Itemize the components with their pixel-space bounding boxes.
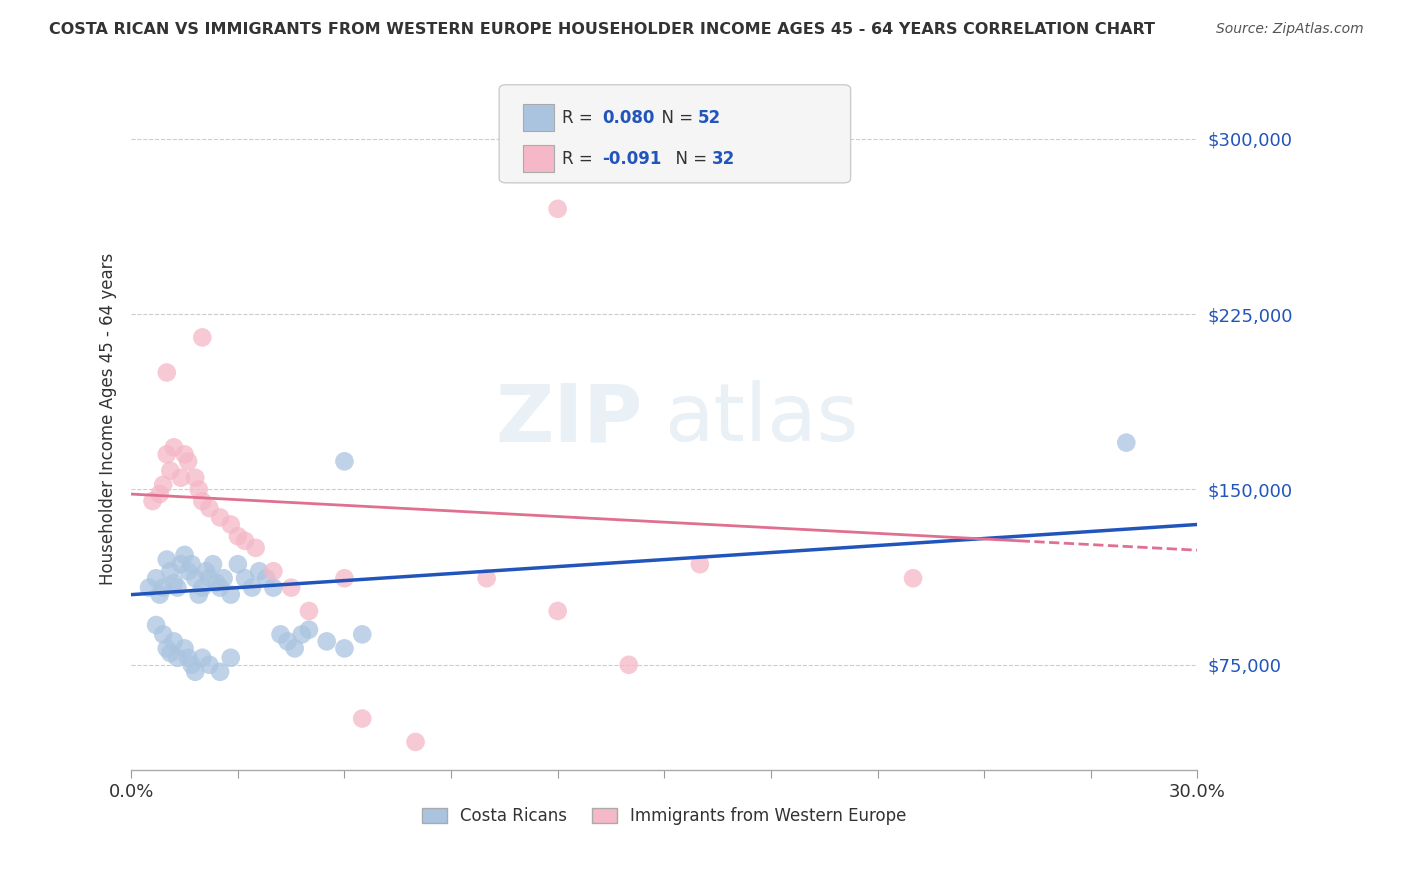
- Point: [901, 571, 924, 585]
- Point: [247, 564, 270, 578]
- Point: [173, 548, 195, 562]
- Point: [156, 447, 179, 461]
- Point: [170, 471, 193, 485]
- Point: [284, 641, 307, 656]
- Text: R =: R =: [562, 109, 599, 127]
- Point: [163, 440, 186, 454]
- Point: [209, 665, 232, 679]
- Point: [145, 571, 167, 585]
- Point: [166, 650, 188, 665]
- Point: [191, 494, 214, 508]
- Point: [689, 558, 711, 572]
- Point: [291, 627, 314, 641]
- Point: [187, 483, 209, 497]
- Point: [219, 588, 242, 602]
- Point: [184, 471, 207, 485]
- Text: ZIP: ZIP: [496, 380, 643, 458]
- Point: [219, 517, 242, 532]
- Point: [277, 634, 299, 648]
- Point: [149, 487, 172, 501]
- Point: [159, 464, 181, 478]
- Point: [209, 581, 232, 595]
- Point: [219, 650, 242, 665]
- Point: [254, 571, 277, 585]
- Point: [152, 581, 174, 595]
- Point: [138, 581, 160, 595]
- Point: [1115, 435, 1137, 450]
- Point: [173, 641, 195, 656]
- Point: [159, 646, 181, 660]
- Point: [226, 558, 249, 572]
- Point: [270, 627, 292, 641]
- Point: [333, 641, 356, 656]
- Y-axis label: Householder Income Ages 45 - 64 years: Householder Income Ages 45 - 64 years: [100, 253, 117, 585]
- Text: -0.091: -0.091: [602, 150, 661, 168]
- Text: 32: 32: [711, 150, 735, 168]
- Text: N =: N =: [651, 109, 699, 127]
- Point: [333, 454, 356, 468]
- Point: [201, 558, 224, 572]
- Text: N =: N =: [665, 150, 713, 168]
- Point: [177, 454, 200, 468]
- Point: [191, 330, 214, 344]
- Point: [173, 447, 195, 461]
- Point: [262, 564, 284, 578]
- Point: [352, 712, 374, 726]
- Point: [315, 634, 337, 648]
- Point: [156, 641, 179, 656]
- Point: [212, 571, 235, 585]
- Point: [194, 564, 217, 578]
- Point: [198, 657, 221, 672]
- Point: [156, 366, 179, 380]
- Point: [184, 571, 207, 585]
- Point: [152, 627, 174, 641]
- Text: 52: 52: [697, 109, 720, 127]
- Point: [233, 533, 256, 548]
- Point: [245, 541, 267, 555]
- Point: [170, 558, 193, 572]
- Point: [547, 604, 569, 618]
- Point: [177, 564, 200, 578]
- Legend: Costa Ricans, Immigrants from Western Europe: Costa Ricans, Immigrants from Western Eu…: [422, 806, 907, 825]
- Point: [152, 477, 174, 491]
- Point: [177, 650, 200, 665]
- Point: [280, 581, 302, 595]
- Text: COSTA RICAN VS IMMIGRANTS FROM WESTERN EUROPE HOUSEHOLDER INCOME AGES 45 - 64 YE: COSTA RICAN VS IMMIGRANTS FROM WESTERN E…: [49, 22, 1156, 37]
- Point: [209, 510, 232, 524]
- Point: [191, 581, 214, 595]
- Point: [547, 202, 569, 216]
- Point: [163, 576, 186, 591]
- Point: [198, 571, 221, 585]
- Point: [184, 665, 207, 679]
- Point: [226, 529, 249, 543]
- Point: [187, 588, 209, 602]
- Point: [333, 571, 356, 585]
- Text: R =: R =: [562, 150, 599, 168]
- Point: [163, 634, 186, 648]
- Point: [233, 571, 256, 585]
- Point: [262, 581, 284, 595]
- Point: [198, 501, 221, 516]
- Point: [166, 581, 188, 595]
- Point: [142, 494, 165, 508]
- Point: [191, 650, 214, 665]
- Point: [298, 604, 321, 618]
- Point: [240, 581, 263, 595]
- Point: [298, 623, 321, 637]
- Point: [205, 576, 228, 591]
- Point: [180, 558, 202, 572]
- Point: [156, 552, 179, 566]
- Point: [159, 564, 181, 578]
- Point: [180, 657, 202, 672]
- Point: [149, 588, 172, 602]
- Text: atlas: atlas: [664, 380, 859, 458]
- Point: [475, 571, 498, 585]
- Point: [405, 735, 427, 749]
- Text: 0.080: 0.080: [602, 109, 654, 127]
- Point: [352, 627, 374, 641]
- Text: Source: ZipAtlas.com: Source: ZipAtlas.com: [1216, 22, 1364, 37]
- Point: [617, 657, 640, 672]
- Point: [145, 618, 167, 632]
